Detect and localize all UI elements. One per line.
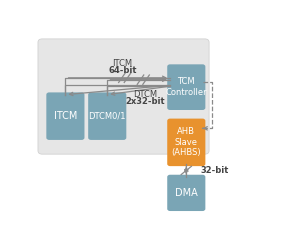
Text: DTCM: DTCM [134,90,158,99]
FancyBboxPatch shape [38,39,209,154]
Text: 32-bit: 32-bit [200,166,229,175]
Text: ITCM: ITCM [112,59,132,68]
FancyBboxPatch shape [88,92,126,140]
Text: AHB
Slave
(AHBS): AHB Slave (AHBS) [172,128,201,157]
Text: DMA: DMA [175,188,198,198]
Text: 2x32-bit: 2x32-bit [126,96,165,105]
FancyBboxPatch shape [167,175,206,211]
Text: TCM
Controller: TCM Controller [166,78,207,97]
FancyBboxPatch shape [167,119,206,166]
Text: DTCM0/1: DTCM0/1 [88,112,126,121]
FancyBboxPatch shape [167,64,206,110]
Text: ITCM: ITCM [54,111,77,121]
FancyBboxPatch shape [46,92,85,140]
Text: 64-bit: 64-bit [108,66,136,75]
